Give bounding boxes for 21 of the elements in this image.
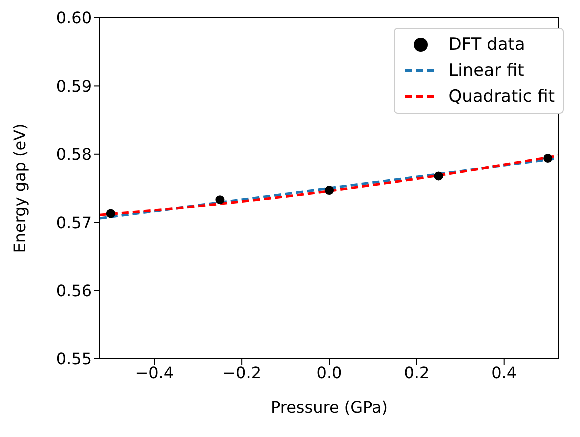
y-tick-label: 0.56 bbox=[56, 281, 92, 300]
x-axis-title: Pressure (GPa) bbox=[270, 398, 388, 417]
x-tick-label: 0.0 bbox=[316, 363, 342, 382]
y-axis-title: Energy gap (eV) bbox=[10, 124, 30, 254]
y-tick-label: 0.55 bbox=[56, 350, 92, 369]
x-tick-label: −0.2 bbox=[222, 363, 262, 382]
legend-label: DFT data bbox=[448, 34, 526, 57]
y-tick-label: 0.60 bbox=[56, 8, 92, 28]
point bbox=[434, 172, 444, 181]
y-tick-label: 0.58 bbox=[56, 145, 92, 164]
point bbox=[544, 154, 553, 163]
point bbox=[216, 196, 225, 205]
point bbox=[324, 186, 334, 196]
x-tick-label: −0.4 bbox=[135, 363, 174, 382]
point bbox=[106, 209, 116, 218]
y-tick-label: 0.57 bbox=[56, 213, 92, 232]
legend-label: Linear fit bbox=[448, 60, 524, 83]
x-tick-label: 0.2 bbox=[404, 363, 430, 382]
legend-label: Quadratic fit bbox=[448, 86, 555, 109]
y-tick-label: 0.59 bbox=[56, 76, 92, 96]
x-tick-label: 0.4 bbox=[492, 363, 518, 382]
